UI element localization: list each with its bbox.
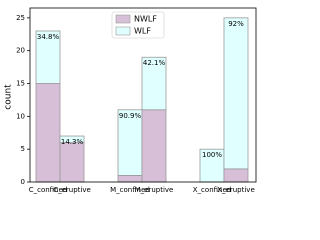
- bar-segment: [223, 17, 249, 170]
- x-tick-label: C_eruptive: [53, 186, 91, 194]
- legend-swatch: [115, 26, 131, 36]
- y-axis-label: count: [4, 84, 14, 110]
- x-tick-label: C_confined: [29, 186, 68, 194]
- percent-label: 14.3%: [61, 138, 84, 146]
- bar-segment: [35, 30, 61, 84]
- x-tick-label: X_eruptive: [217, 186, 255, 194]
- percent-label: 90.9%: [119, 112, 142, 120]
- bar-segment: [117, 175, 143, 183]
- y-tick-label: 0: [21, 178, 25, 186]
- bar-segment: [59, 135, 85, 144]
- y-tick-label: 5: [21, 145, 25, 153]
- bar-segment: [223, 168, 249, 183]
- percent-label: 92%: [228, 20, 244, 28]
- x-tick-label: X_confined: [193, 186, 231, 194]
- plot-frame: [29, 7, 257, 183]
- percent-label: 42.1%: [143, 59, 166, 67]
- chart: count 0 5 10 15 20 25 34.8% C_confined 14.3% C_er…: [4, 7, 257, 194]
- y-tick-label: 25: [16, 14, 25, 22]
- legend-swatch: [115, 14, 131, 24]
- percent-label: 100%: [202, 151, 222, 159]
- percent-label: 34.8%: [37, 33, 60, 41]
- y-tick-label: 15: [16, 80, 25, 88]
- bar-segment: [59, 142, 85, 183]
- bar-segment: [141, 56, 167, 111]
- bar-segment: [141, 109, 167, 183]
- x-tick-label: M_confined: [110, 186, 150, 194]
- legend-label: NWLF: [134, 15, 157, 24]
- bar-segment: [35, 83, 61, 183]
- y-tick-label: 20: [16, 47, 25, 55]
- bar-segment: [117, 109, 143, 176]
- x-tick-label: M_eruptive: [135, 186, 174, 194]
- legend-label: WLF: [134, 27, 151, 36]
- y-tick-label: 10: [16, 112, 25, 120]
